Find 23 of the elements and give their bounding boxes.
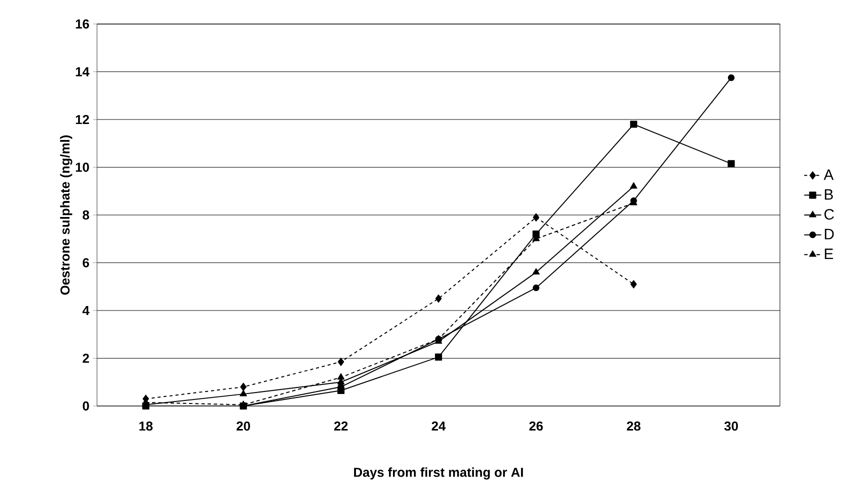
x-axis-title: Days from first mating or AI [354, 467, 523, 480]
legend-label: E [824, 248, 834, 259]
y-axis-title: Oestrone sulphate (ng/ml) [60, 135, 72, 295]
x-tick-label: 28 [626, 421, 640, 431]
x-tick-label: 30 [724, 421, 738, 431]
y-tick-label: 4 [82, 306, 90, 315]
legend-label: A [824, 170, 834, 180]
y-tick-label: 8 [82, 210, 90, 220]
x-tick-label: 20 [236, 421, 250, 431]
x-tick-label: 26 [529, 421, 543, 431]
y-tick-label: 14 [76, 67, 90, 76]
y-tick-label: 2 [82, 354, 89, 363]
y-tick-label: 10 [76, 162, 89, 172]
y-tick-label: 12 [76, 114, 89, 124]
x-tick-label: 24 [432, 421, 446, 431]
y-tick-label: 16 [76, 19, 90, 29]
legend-label: D [824, 228, 834, 240]
legend-label: B [824, 189, 833, 200]
x-tick-label: 18 [139, 421, 153, 431]
legend-label: C [824, 209, 834, 220]
y-tick-label: 0 [82, 401, 89, 411]
x-tick-label: 22 [334, 421, 348, 431]
y-tick-label: 6 [82, 258, 90, 268]
